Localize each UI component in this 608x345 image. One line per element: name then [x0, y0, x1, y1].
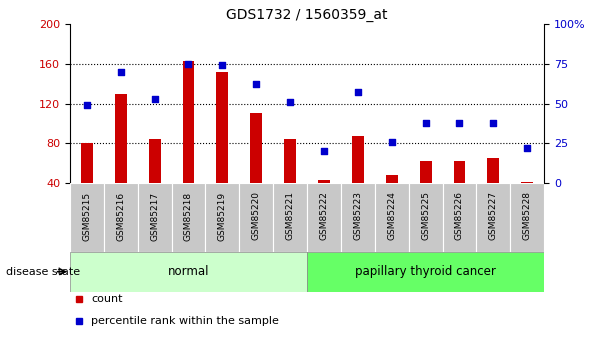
Bar — [477, 183, 510, 252]
Point — [522, 145, 532, 151]
Bar — [443, 183, 477, 252]
Point — [319, 148, 329, 154]
Text: count: count — [91, 294, 123, 304]
Bar — [318, 180, 330, 183]
Text: normal: normal — [168, 265, 209, 278]
Bar — [70, 252, 307, 292]
Text: GSM85218: GSM85218 — [184, 191, 193, 240]
Text: disease state: disease state — [6, 267, 80, 277]
Bar — [284, 139, 296, 183]
Point — [218, 63, 227, 68]
Bar — [352, 136, 364, 183]
Bar — [137, 183, 171, 252]
Point — [488, 120, 498, 125]
Point — [387, 139, 396, 144]
Bar — [182, 61, 195, 183]
Bar — [240, 183, 273, 252]
Bar — [454, 161, 465, 183]
Text: GSM85219: GSM85219 — [218, 191, 227, 240]
Bar — [510, 183, 544, 252]
Text: GSM85227: GSM85227 — [489, 191, 498, 240]
Text: GSM85221: GSM85221 — [286, 191, 295, 240]
Text: papillary thyroid cancer: papillary thyroid cancer — [355, 265, 496, 278]
Bar — [375, 183, 409, 252]
Bar — [273, 183, 307, 252]
Text: GSM85222: GSM85222 — [319, 191, 328, 240]
Point — [251, 82, 261, 87]
Bar — [171, 183, 206, 252]
Text: GSM85225: GSM85225 — [421, 191, 430, 240]
Bar — [149, 139, 161, 183]
Bar — [521, 182, 533, 183]
Bar — [307, 183, 341, 252]
Bar — [307, 252, 544, 292]
Point — [285, 99, 295, 105]
Bar — [341, 183, 375, 252]
Point — [150, 96, 159, 101]
Text: GSM85228: GSM85228 — [523, 191, 532, 240]
Text: GSM85220: GSM85220 — [252, 191, 261, 240]
Text: GSM85215: GSM85215 — [82, 191, 91, 240]
Bar — [104, 183, 137, 252]
Bar — [206, 183, 240, 252]
Bar — [115, 93, 126, 183]
Title: GDS1732 / 1560359_at: GDS1732 / 1560359_at — [226, 8, 388, 22]
Point — [116, 69, 126, 75]
Point — [82, 102, 92, 108]
Bar — [420, 161, 432, 183]
Bar — [70, 183, 104, 252]
Text: GSM85216: GSM85216 — [116, 191, 125, 240]
Bar — [409, 183, 443, 252]
Point — [184, 61, 193, 67]
Bar — [216, 72, 228, 183]
Bar — [250, 114, 262, 183]
Bar — [488, 158, 499, 183]
Point — [353, 90, 363, 95]
Text: GSM85223: GSM85223 — [353, 191, 362, 240]
Text: GSM85217: GSM85217 — [150, 191, 159, 240]
Text: GSM85224: GSM85224 — [387, 191, 396, 240]
Text: percentile rank within the sample: percentile rank within the sample — [91, 316, 279, 326]
Point — [421, 120, 430, 125]
Text: GSM85226: GSM85226 — [455, 191, 464, 240]
Bar — [386, 175, 398, 183]
Point — [455, 120, 465, 125]
Bar — [81, 143, 93, 183]
